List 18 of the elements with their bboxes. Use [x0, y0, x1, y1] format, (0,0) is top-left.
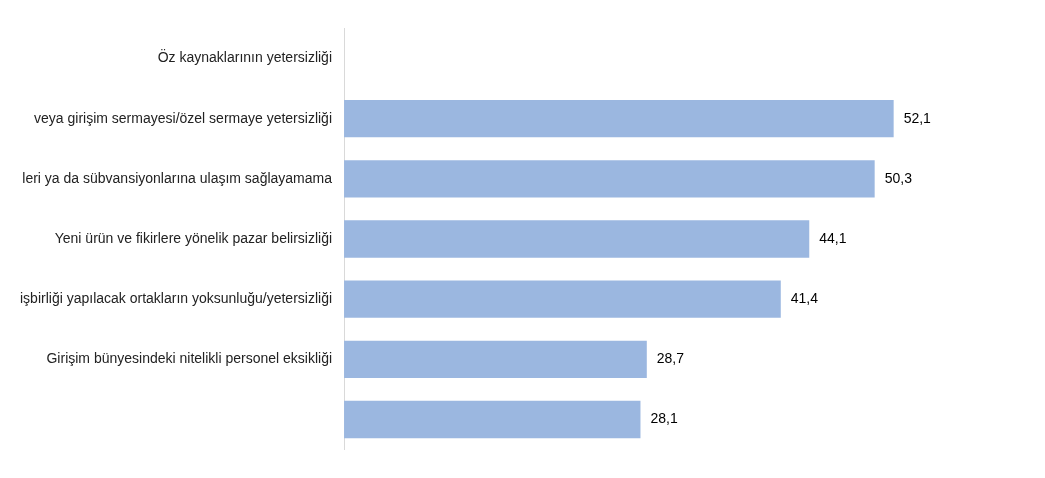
data-label: 41,4 — [790, 290, 819, 307]
y-tick-label: leri ya da sübvansiyonlarına ulaşım sağlayamama — [22, 169, 333, 186]
y-tick-label: işbirliği yapılacak ortakların yoksunluğu/yetersizliği — [20, 290, 333, 307]
bar — [344, 220, 810, 258]
y-tick-label: Öz kaynaklarının yetersizliği — [157, 48, 333, 66]
data-label: 28,7 — [656, 350, 685, 367]
data-label: 28,1 — [650, 410, 678, 427]
y-tick-label: Girişim bünyesindeki nitelikli personel eksikliği — [46, 350, 333, 367]
data-label: 44,1 — [819, 229, 847, 246]
y-tick-label: Yeni ürün ve fikirlere yönelik pazar belirsizliği — [54, 229, 333, 246]
bar — [344, 280, 781, 318]
data-label: 52,1 — [903, 109, 932, 126]
bar — [344, 340, 647, 378]
y-tick-label: veya girişim sermayesi/özel sermaye yetersizliği — [34, 109, 333, 126]
bar — [344, 100, 894, 138]
bar — [344, 160, 875, 198]
data-label: 50,3 — [884, 169, 913, 186]
bar — [344, 400, 641, 439]
